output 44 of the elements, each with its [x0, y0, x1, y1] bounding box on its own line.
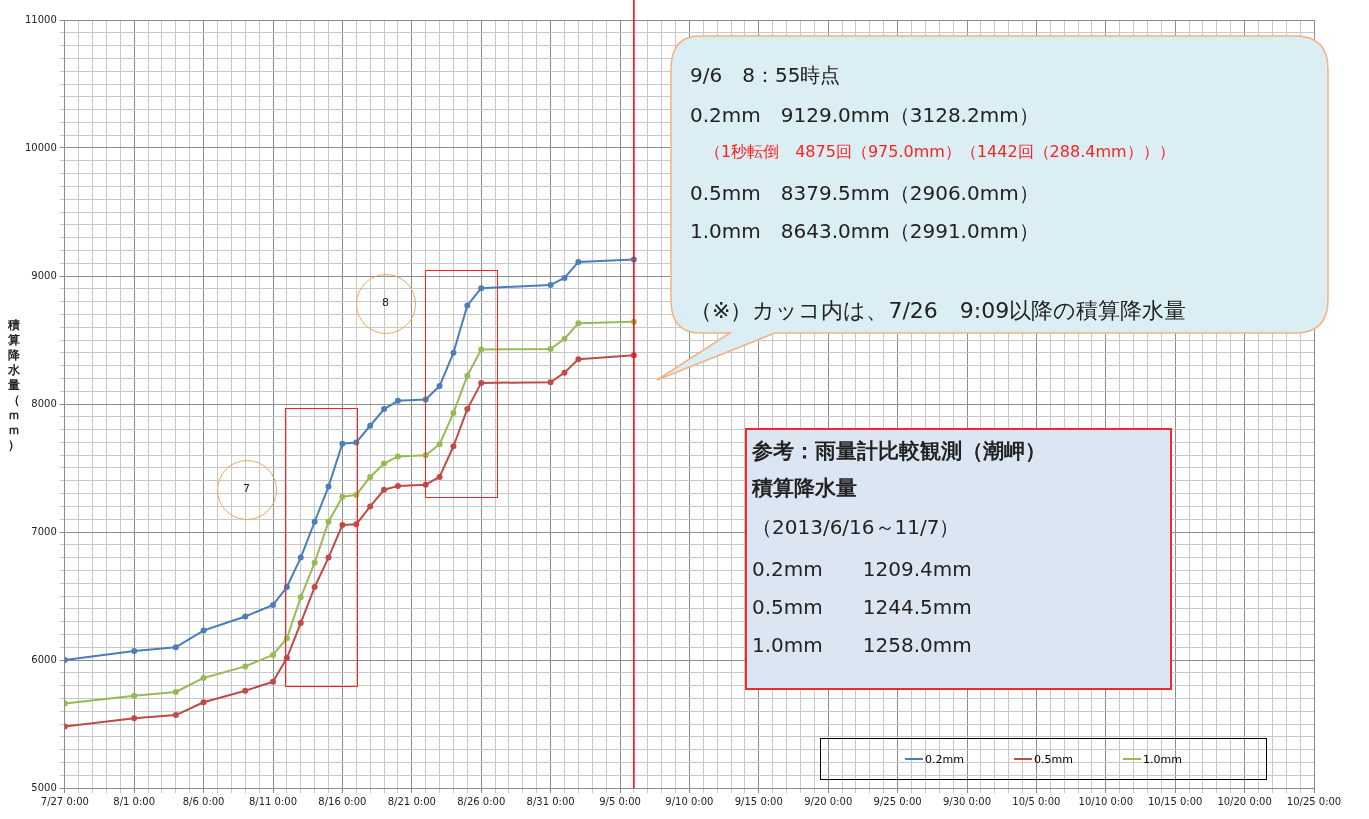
annotation: 1.0mm 1258.0mm — [752, 632, 972, 659]
x-tick-label: 8/31 0:00 — [526, 795, 575, 807]
annotation: （2013/6/16～11/7） — [752, 514, 960, 541]
annotation: 参考：雨量計比較観測（潮岬） — [752, 438, 1046, 465]
x-tick-label: 10/20 0:00 — [1217, 795, 1272, 807]
x-tick-label: 7/27 0:00 — [40, 795, 89, 807]
x-tick-label: 8/16 0:00 — [318, 795, 367, 807]
y-tick-label: 10000 — [25, 141, 57, 153]
x-tick-label: 10/10 0:00 — [1078, 795, 1134, 807]
x-tick-label: 10/5 0:00 — [1012, 795, 1061, 807]
annotation: 0.2mm 1209.4mm — [752, 556, 972, 583]
y-tick-label: 6000 — [31, 653, 57, 665]
legend-label: 0.5mm — [1034, 752, 1073, 766]
y-tick-label: 5000 — [31, 781, 57, 793]
legend-label: 0.2mm — [925, 752, 965, 766]
x-tick-label: 8/11 0:00 — [248, 795, 298, 807]
annotation: 1.0mm 8643.0mm（2991.0mm） — [690, 218, 1039, 245]
y-tick-label: 7000 — [31, 525, 57, 537]
annotation: 9/6 8：55時点 — [690, 62, 841, 89]
annotation: 0.5mm 8379.5mm（2906.0mm） — [690, 180, 1039, 207]
annotation: 0.2mm 9129.0mm（3128.2mm） — [690, 102, 1039, 129]
annotation: 7 — [243, 482, 250, 495]
x-tick-label: 10/25 0:00 — [1286, 795, 1342, 807]
x-tick-label: 8/26 0:00 — [457, 795, 506, 807]
x-tick-label: 10/15 0:00 — [1147, 795, 1203, 807]
annotation: （※）カッコ内は、7/26 9:09以降の積算降水量 — [690, 297, 1187, 325]
y-tick-label: 8000 — [31, 397, 57, 409]
x-tick-label: 8/21 0:00 — [387, 795, 436, 807]
y-tick-label: 9000 — [31, 269, 57, 281]
annotation: 積算降水量 — [752, 475, 857, 502]
x-tick-label: 9/5 0:00 — [599, 795, 641, 807]
legend-label: 1.0mm — [1142, 752, 1182, 766]
x-tick-label: 8/6 0:00 — [182, 795, 225, 807]
x-tick-label: 9/25 0:00 — [873, 795, 922, 807]
x-tick-label: 9/10 0:00 — [665, 795, 714, 807]
annotation: （1秒転倒 4875回（975.0mm）（1442回（288.4mm））） — [705, 142, 1175, 163]
annotation: 0.5mm 1244.5mm — [752, 594, 972, 621]
annotation: 8 — [382, 296, 389, 309]
x-tick-label: 8/1 0:00 — [113, 795, 156, 807]
y-tick-label: 11000 — [25, 13, 57, 25]
x-tick-label: 9/15 0:00 — [734, 795, 783, 807]
x-tick-label: 9/20 0:00 — [804, 795, 853, 807]
x-tick-label: 9/30 0:00 — [942, 795, 992, 807]
text: 積算降水量（ｍｍ） — [8, 318, 20, 452]
